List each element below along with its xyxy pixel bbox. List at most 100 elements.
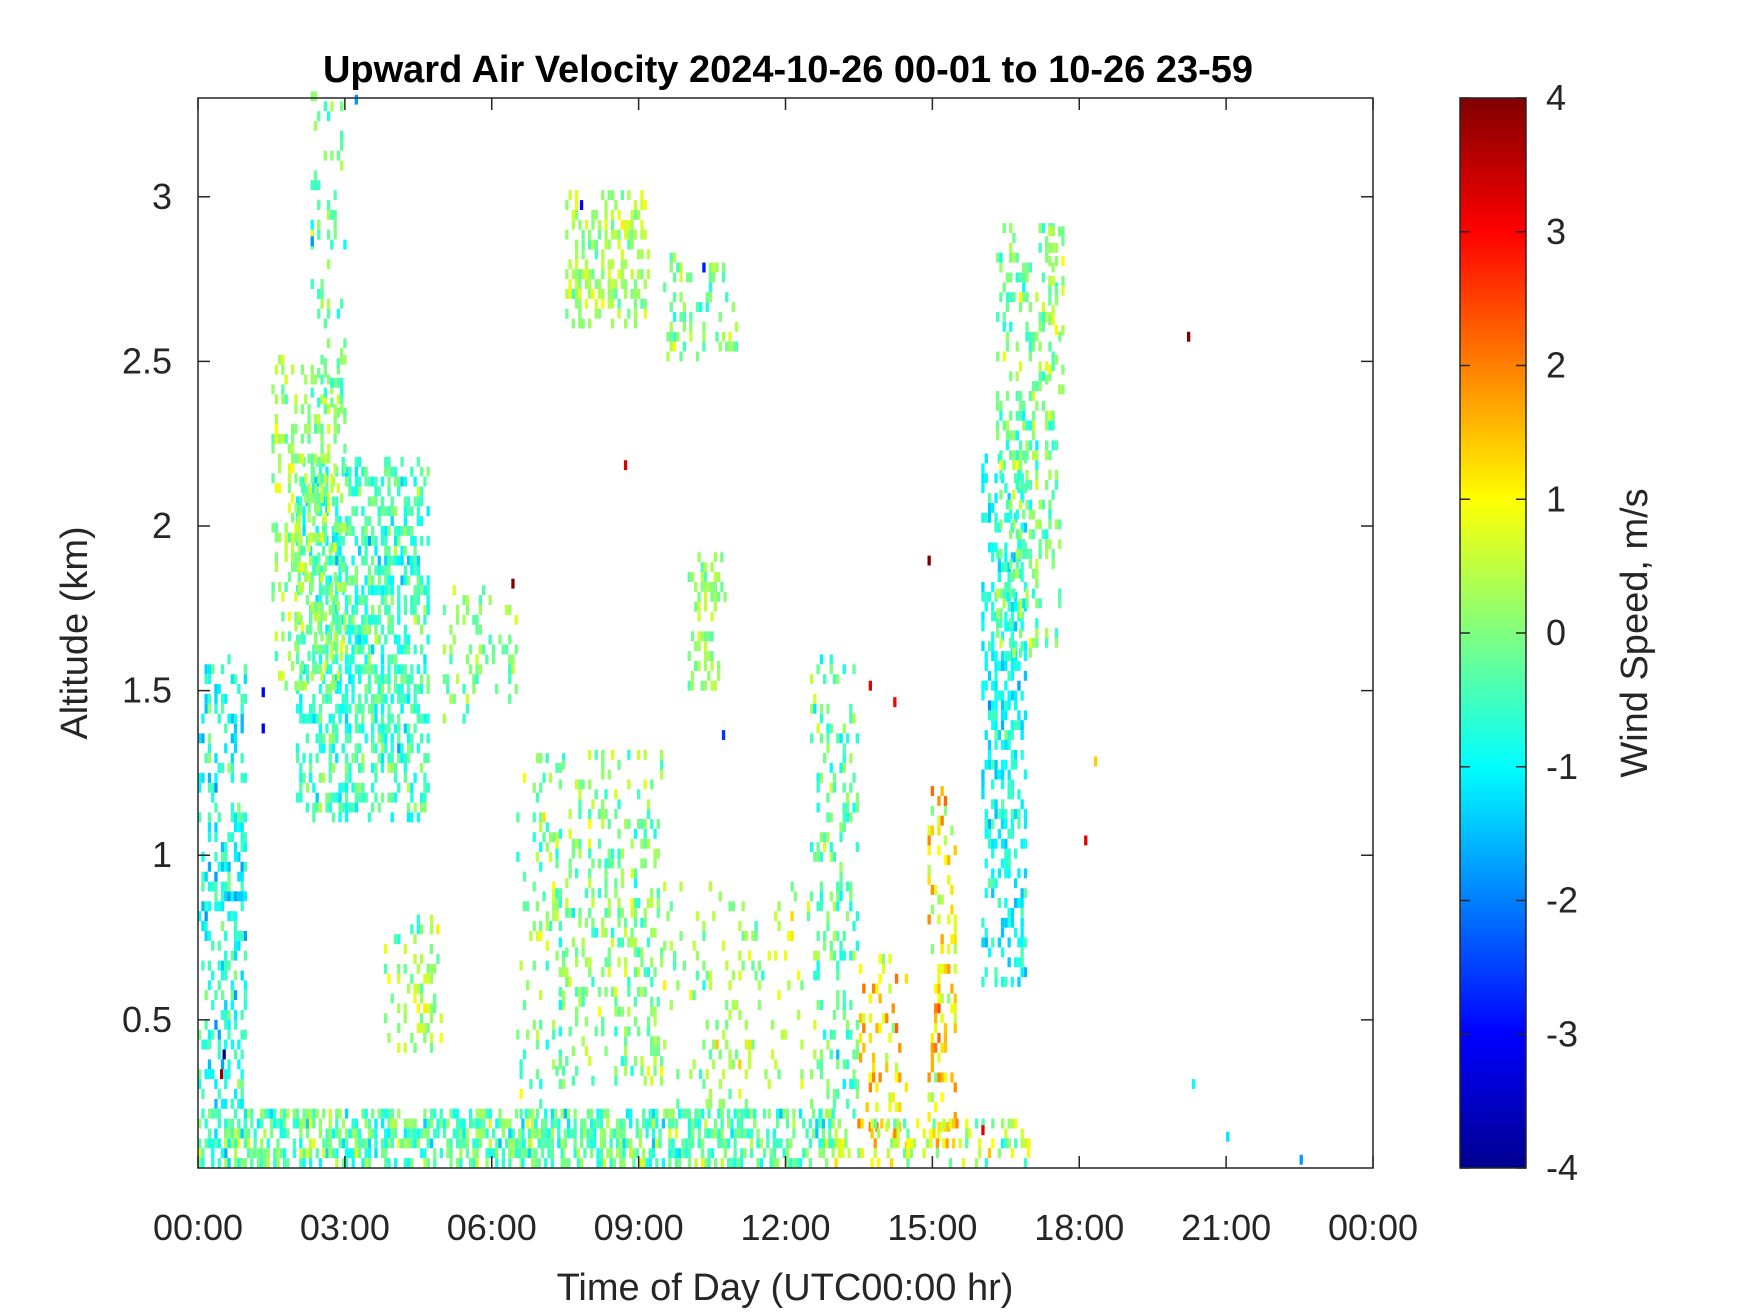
heatmap-cell bbox=[643, 917, 647, 928]
heatmap-cell bbox=[624, 219, 628, 230]
data-point bbox=[579, 200, 584, 210]
heatmap-cell bbox=[708, 881, 713, 892]
heatmap-cell bbox=[348, 674, 352, 685]
heatmap-cell bbox=[1020, 1128, 1024, 1139]
heatmap-cell bbox=[643, 1075, 647, 1086]
heatmap-cell bbox=[614, 986, 618, 997]
heatmap-cell bbox=[1004, 868, 1008, 879]
heatmap-cell bbox=[1002, 420, 1006, 431]
heatmap-cell bbox=[565, 308, 569, 319]
heatmap-cell bbox=[888, 1033, 892, 1043]
heatmap-cell bbox=[328, 743, 332, 754]
heatmap-cell bbox=[1038, 312, 1042, 322]
heatmap-cell bbox=[635, 1128, 639, 1139]
heatmap-cell bbox=[818, 1108, 822, 1119]
heatmap-cell bbox=[852, 1079, 856, 1089]
heatmap-cell bbox=[576, 1148, 581, 1159]
heatmap-cell bbox=[532, 921, 536, 931]
heatmap-cell bbox=[640, 298, 644, 309]
heatmap-cell bbox=[516, 851, 520, 862]
heatmap-cell bbox=[281, 631, 285, 642]
heatmap-cell bbox=[849, 950, 853, 961]
heatmap-cell bbox=[624, 1036, 628, 1047]
heatmap-cell bbox=[836, 733, 840, 744]
heatmap-cell bbox=[740, 1148, 744, 1159]
heatmap-cell bbox=[740, 1118, 744, 1129]
heatmap-cell bbox=[300, 582, 305, 592]
heatmap-cell bbox=[868, 1121, 872, 1132]
heatmap-cell bbox=[601, 269, 605, 280]
heatmap-cell bbox=[909, 1148, 913, 1159]
heatmap-cell bbox=[620, 259, 624, 270]
heatmap-cell bbox=[390, 585, 394, 596]
heatmap-cell bbox=[578, 838, 582, 849]
heatmap-cell bbox=[1031, 341, 1036, 352]
heatmap-cell bbox=[420, 585, 424, 596]
heatmap-cell bbox=[340, 404, 344, 415]
heatmap-cell bbox=[940, 1072, 944, 1083]
heatmap-cell bbox=[312, 1118, 316, 1129]
heatmap-cell bbox=[335, 753, 339, 764]
heatmap-cell bbox=[393, 772, 398, 783]
heatmap-cell bbox=[836, 674, 840, 685]
heatmap-cell bbox=[731, 901, 735, 912]
heatmap-cell bbox=[305, 664, 309, 675]
heatmap-cell bbox=[400, 644, 404, 655]
heatmap-cell bbox=[413, 614, 417, 625]
heatmap-cell bbox=[903, 1148, 907, 1159]
heatmap-cell bbox=[224, 960, 228, 971]
heatmap-cell bbox=[397, 973, 401, 984]
heatmap-cell bbox=[278, 582, 282, 592]
heatmap-cell bbox=[317, 552, 321, 563]
heatmap-cell bbox=[364, 535, 368, 546]
heatmap-cell bbox=[734, 321, 739, 332]
heatmap-cell bbox=[233, 733, 238, 744]
heatmap-cell bbox=[198, 1148, 202, 1159]
heatmap-cell bbox=[397, 664, 401, 675]
heatmap-cell bbox=[681, 1108, 685, 1119]
heatmap-cell bbox=[539, 842, 543, 852]
heatmap-cell bbox=[330, 651, 334, 661]
heatmap-cell bbox=[456, 1158, 460, 1168]
heatmap-cell bbox=[1018, 302, 1023, 312]
heatmap-cell bbox=[387, 545, 391, 556]
heatmap-cell bbox=[328, 1138, 332, 1149]
heatmap-cell bbox=[393, 763, 398, 773]
heatmap-cell bbox=[224, 743, 228, 754]
heatmap-cell bbox=[299, 674, 303, 685]
heatmap-cell bbox=[317, 611, 321, 622]
heatmap-cell bbox=[591, 917, 595, 928]
heatmap-cell bbox=[909, 1138, 913, 1149]
heatmap-cell bbox=[996, 628, 1000, 638]
heatmap-cell bbox=[416, 595, 420, 605]
heatmap-cell bbox=[469, 1108, 473, 1119]
heatmap-cell bbox=[361, 595, 365, 605]
heatmap-cell bbox=[930, 1042, 934, 1053]
heatmap-cell bbox=[217, 1118, 221, 1129]
heatmap-cell bbox=[204, 871, 208, 882]
heatmap-cell bbox=[327, 443, 331, 454]
heatmap-cell bbox=[354, 753, 358, 764]
heatmap-cell bbox=[844, 1128, 848, 1139]
heatmap-cell bbox=[653, 967, 657, 978]
heatmap-cell bbox=[994, 542, 998, 553]
heatmap-cell bbox=[310, 91, 314, 102]
heatmap-cell bbox=[217, 1089, 221, 1099]
heatmap-cell bbox=[710, 631, 714, 642]
heatmap-cell bbox=[987, 749, 992, 760]
heatmap-cell bbox=[220, 901, 225, 912]
heatmap-cell bbox=[991, 1118, 995, 1129]
heatmap-cell bbox=[297, 582, 301, 592]
heatmap-cell bbox=[338, 1108, 342, 1119]
heatmap-cell bbox=[1015, 558, 1019, 569]
heatmap-cell bbox=[1023, 522, 1028, 533]
heatmap-cell bbox=[278, 532, 282, 543]
heatmap-cell bbox=[860, 1148, 864, 1159]
heatmap-cell bbox=[224, 723, 228, 734]
heatmap-cell bbox=[991, 503, 995, 513]
heatmap-cell bbox=[1061, 285, 1065, 296]
heatmap-cell bbox=[406, 693, 411, 704]
heatmap-cell bbox=[330, 397, 334, 408]
heatmap-cell bbox=[397, 476, 401, 487]
heatmap-cell bbox=[624, 279, 628, 289]
